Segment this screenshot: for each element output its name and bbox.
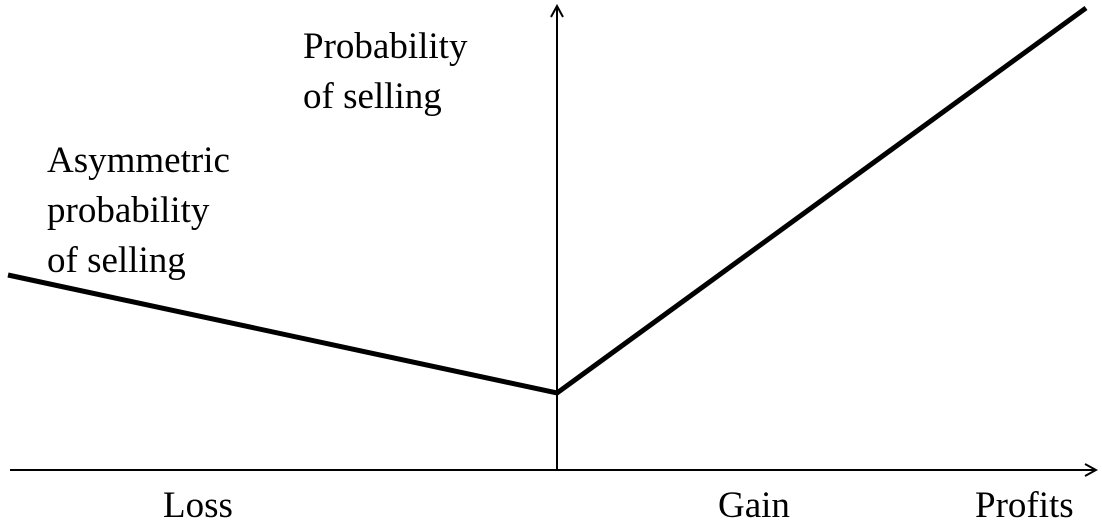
- curve-label: of selling: [47, 240, 186, 281]
- y-axis-label: Probability: [303, 26, 468, 67]
- y-axis-label: of selling: [303, 76, 442, 117]
- x-label-profits: Profits: [975, 485, 1074, 526]
- probability-curve: [7, 5, 1088, 396]
- curve-label: Asymmetric: [47, 140, 230, 181]
- x-label-loss: Loss: [163, 485, 233, 526]
- curve-label: probability: [47, 190, 210, 231]
- x-label-gain: Gain: [718, 485, 790, 526]
